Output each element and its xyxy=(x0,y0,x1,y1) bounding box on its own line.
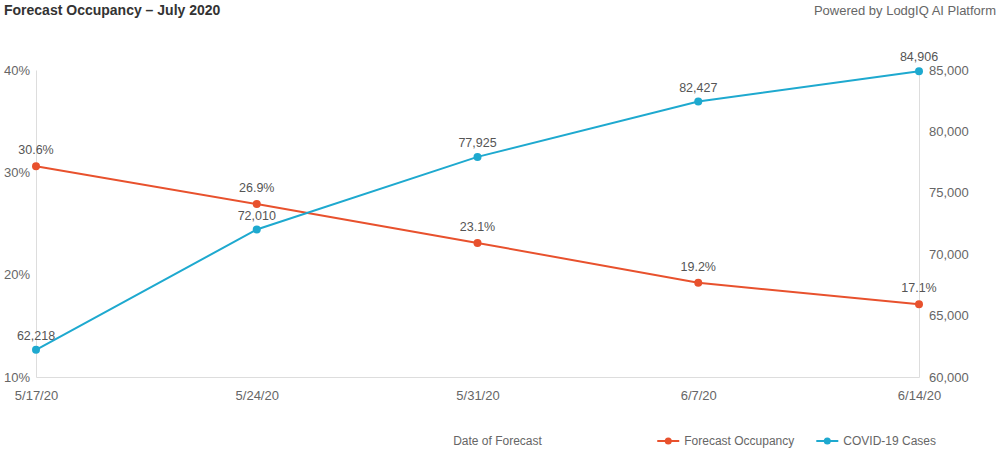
point xyxy=(32,346,40,354)
tick-label: 5/31/20 xyxy=(456,388,499,403)
tick: 30% xyxy=(4,165,36,180)
tick-label: 80,000 xyxy=(929,124,969,139)
point xyxy=(694,279,702,287)
data-labels: 30.6% 26.9% 23.1% 19.2% 17.1% 62,218 72,010 77,… xyxy=(17,50,938,343)
tick-label: 6/7/20 xyxy=(681,388,717,403)
tick: 5/31/20 xyxy=(456,377,499,403)
data-label: 19.2% xyxy=(681,260,716,274)
legend-item: Forecast Occupancy xyxy=(657,434,794,448)
chart: Forecast Occupancy – July 2020 Powered by… xyxy=(0,0,1000,451)
plot-area xyxy=(32,67,923,354)
tick: 75,000 xyxy=(919,185,969,200)
tick: 60,000 xyxy=(919,370,969,385)
tick: 20% xyxy=(4,267,36,282)
legend-item: COVID-19 Cases xyxy=(816,434,936,448)
tick-label: 6/14/20 xyxy=(898,388,941,403)
tick-label: 85,000 xyxy=(929,63,969,78)
tick-label: 40% xyxy=(4,63,30,78)
data-label: 72,010 xyxy=(238,209,276,223)
tick-label: 10% xyxy=(4,370,30,385)
data-label: 30.6% xyxy=(18,143,53,157)
axis-line xyxy=(37,377,920,378)
series-line xyxy=(36,71,919,350)
legend-label: COVID-19 Cases xyxy=(843,434,936,448)
axis-line xyxy=(919,71,920,378)
tick-label: 5/24/20 xyxy=(236,388,279,403)
subtitle: Powered by LodgIQ AI Platform xyxy=(814,3,996,18)
tick-label: 60,000 xyxy=(929,370,969,385)
data-label: 82,427 xyxy=(679,81,717,95)
data-label: 77,925 xyxy=(458,136,496,150)
data-label: 84,906 xyxy=(900,50,938,64)
title: Forecast Occupancy – July 2020 xyxy=(4,2,221,18)
legend-label: Forecast Occupancy xyxy=(684,434,794,448)
tick-label: 70,000 xyxy=(929,247,969,262)
tick: 10% xyxy=(4,370,36,385)
point xyxy=(253,200,261,208)
tick-label: 20% xyxy=(4,267,30,282)
tick: 65,000 xyxy=(919,308,969,323)
point xyxy=(915,67,923,75)
y2-axis: 60,000 65,000 70,000 75,000 80,000 85,000 xyxy=(919,63,969,385)
point xyxy=(32,162,40,170)
legend: Forecast Occupancy COVID-19 Cases xyxy=(657,434,936,448)
tick: 70,000 xyxy=(919,247,969,262)
data-label: 62,218 xyxy=(17,329,55,343)
tick: 40% xyxy=(4,63,36,78)
point xyxy=(253,226,261,234)
point xyxy=(474,153,482,161)
tick-label: 65,000 xyxy=(929,308,969,323)
x-axis-title: Date of Forecast xyxy=(453,434,542,448)
legend-marker xyxy=(824,438,831,445)
tick-label: 30% xyxy=(4,165,30,180)
tick-label: 75,000 xyxy=(929,185,969,200)
point xyxy=(474,239,482,247)
legend-marker xyxy=(665,438,672,445)
tick: 5/24/20 xyxy=(236,377,279,403)
point xyxy=(915,300,923,308)
tick: 80,000 xyxy=(919,124,969,139)
data-label: 23.1% xyxy=(460,220,495,234)
point xyxy=(694,98,702,106)
data-label: 26.9% xyxy=(239,181,274,195)
series-line xyxy=(36,166,919,304)
tick: 6/7/20 xyxy=(681,377,717,403)
x-axis: 5/17/20 5/24/20 5/31/20 6/7/20 6/14/20 xyxy=(15,377,941,403)
data-label: 17.1% xyxy=(901,281,936,295)
tick: 85,000 xyxy=(919,63,969,78)
tick-label: 5/17/20 xyxy=(15,388,58,403)
